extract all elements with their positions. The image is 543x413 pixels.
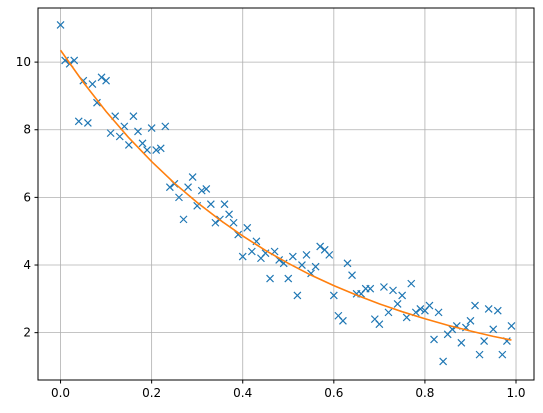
scatter-point: [225, 210, 233, 219]
scatter-point: [293, 291, 302, 300]
scatter-point: [197, 186, 206, 195]
scatter-point: [288, 252, 297, 261]
scatter-point: [165, 183, 174, 192]
scatter-point: [61, 56, 70, 65]
scatter-point: [261, 249, 270, 258]
scatter-point: [466, 316, 475, 325]
scatter-point: [457, 338, 466, 347]
y-tick-label: 10: [16, 55, 31, 69]
scatter-point: [234, 230, 243, 239]
scatter-point: [147, 124, 156, 132]
y-tick-label: 4: [23, 258, 31, 272]
scatter-point: [311, 262, 320, 271]
scatter-point: [402, 313, 411, 322]
scatter-point: [175, 193, 183, 202]
x-tick-label: 0.8: [415, 386, 434, 400]
plot-frame: [37, 7, 535, 381]
scatter-point: [343, 259, 352, 268]
scatter-point: [229, 218, 238, 227]
scatter-point: [220, 200, 229, 209]
scatter-point: [179, 215, 188, 224]
axes: 0.0 0.2 0.4 0.6 0.8 1.0 2 4 6 8 10: [16, 55, 526, 400]
scatter-point: [97, 73, 106, 82]
scatter-point: [152, 146, 161, 154]
grid: [38, 8, 534, 380]
scatter-point: [161, 122, 170, 131]
y-tick-label: 2: [23, 326, 31, 340]
x-tick-label: 0.4: [233, 386, 252, 400]
scatter-point: [434, 308, 443, 317]
scatter-point: [83, 119, 92, 127]
scatter-point: [375, 320, 384, 329]
scatter-point: [393, 299, 402, 308]
scatter-point: [243, 223, 252, 232]
scatter-point: [389, 286, 397, 295]
scatter-point: [106, 129, 115, 138]
scatter-point: [70, 56, 79, 65]
scatter-point: [206, 200, 215, 209]
scatter-point: [329, 291, 338, 300]
scatter-point: [115, 132, 124, 141]
scatter-point: [247, 247, 256, 256]
scatter-point: [493, 306, 502, 315]
scatter-point: [325, 250, 334, 259]
y-tick-label: 6: [23, 190, 31, 204]
scatter-point: [498, 350, 507, 359]
scatter-point: [407, 279, 416, 288]
scatter-point: [430, 335, 438, 344]
scatter-point: [93, 98, 101, 107]
scatter-point: [298, 261, 306, 269]
scatter-point: [134, 127, 142, 136]
scatter-point: [484, 305, 493, 313]
scatter-point: [475, 350, 484, 359]
scatter-point: [348, 271, 356, 280]
scatter-point: [211, 218, 220, 227]
scatter-point: [416, 305, 425, 313]
scatter-point: [480, 337, 489, 346]
scatter-point: [238, 252, 247, 261]
scatter-point: [439, 357, 448, 366]
scatter-point: [339, 316, 347, 325]
scatter-point: [398, 291, 407, 300]
scatter-point: [316, 242, 325, 251]
scatter-point: [425, 301, 434, 310]
scatter-point: [489, 325, 498, 334]
scatter-point: [302, 250, 311, 259]
x-tick-label: 1.0: [506, 386, 525, 400]
fit-line: [59, 49, 512, 341]
scatter-point: [284, 274, 293, 283]
scatter-point: [129, 112, 138, 121]
scatter-point: [202, 185, 211, 193]
scatter-point: [384, 308, 393, 317]
scatter-point: [138, 139, 147, 148]
scatter-point: [188, 173, 197, 182]
scatter-point: [366, 284, 375, 293]
x-tick-label: 0.2: [142, 386, 161, 400]
scatter-point: [74, 117, 83, 126]
scatter-point: [156, 144, 165, 153]
scatter-point: [88, 80, 97, 89]
scatter-point: [102, 76, 111, 85]
scatter-point: [507, 321, 516, 330]
x-tick-label: 0.6: [324, 386, 343, 400]
scatter-point: [279, 259, 288, 268]
scatter-point: [184, 183, 192, 192]
scatter-point: [143, 146, 152, 154]
x-tick-label: 0.0: [51, 386, 70, 400]
scatter-point: [471, 301, 479, 310]
scatter-point: [266, 274, 274, 283]
plot: [56, 20, 516, 366]
y-tick-label: 8: [23, 123, 31, 137]
scatter-point: [56, 20, 65, 29]
scatter-point: [380, 283, 388, 291]
scatter-point: [124, 141, 133, 149]
